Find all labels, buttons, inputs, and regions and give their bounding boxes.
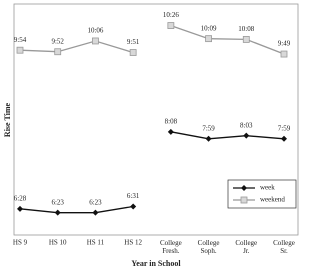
x-tick-label: College Sr. — [273, 239, 295, 255]
x-tick-label: HS 11 — [87, 239, 105, 247]
x-tick-label: HS 10 — [49, 239, 67, 247]
data-label: 7:59 — [202, 124, 215, 132]
chart: Rise Time Year in School HS 9 HS 10 HS 11 H… — [3, 3, 299, 268]
marker — [130, 203, 137, 210]
data-label: 9:51 — [127, 38, 140, 46]
x-tick-label: College Jr. — [235, 239, 257, 255]
legend-label: weekend — [260, 196, 285, 204]
y-axis-title: Rise Time — [3, 102, 12, 137]
data-label: 9:54 — [14, 36, 27, 44]
legend-label: week — [260, 184, 275, 192]
legend-marker — [241, 185, 247, 191]
line — [19, 24, 285, 55]
data-label: 8:08 — [165, 117, 178, 125]
marker — [205, 35, 212, 43]
data-label: 6:23 — [51, 198, 64, 206]
x-tick-label: HS 9 — [13, 239, 28, 247]
legend-box — [227, 179, 297, 209]
data-label: 6:28 — [14, 194, 27, 202]
marker — [54, 209, 61, 216]
data-label: 10:08 — [238, 25, 254, 33]
data-label: 10:06 — [87, 27, 103, 35]
marker — [281, 135, 287, 142]
marker — [167, 128, 174, 135]
data-label: 9:52 — [51, 37, 64, 45]
marker — [167, 22, 175, 29]
legend-marker — [240, 196, 248, 204]
marker — [129, 49, 137, 56]
marker — [16, 46, 24, 54]
data-label: 10:09 — [201, 24, 217, 32]
marker — [243, 132, 250, 139]
marker — [205, 135, 212, 142]
marker — [280, 50, 288, 58]
marker — [92, 37, 99, 45]
data-label: 10:26 — [163, 11, 179, 19]
marker — [54, 48, 62, 56]
data-label: 7:59 — [278, 124, 291, 132]
marker — [242, 36, 250, 43]
line — [19, 131, 285, 214]
x-axis-title: Year in School — [131, 259, 181, 268]
data-label: 6:31 — [127, 192, 140, 200]
data-label: 8:03 — [240, 121, 253, 129]
data-label: 9:49 — [278, 40, 291, 48]
data-label: 6:23 — [89, 198, 102, 206]
marker — [17, 205, 23, 212]
x-tick-label: College Soph. — [198, 239, 220, 255]
x-tick-label: HS 12 — [124, 239, 142, 247]
marker — [92, 209, 99, 216]
x-tick-label: College Fresh. — [160, 239, 182, 255]
plot-frame — [13, 3, 299, 236]
